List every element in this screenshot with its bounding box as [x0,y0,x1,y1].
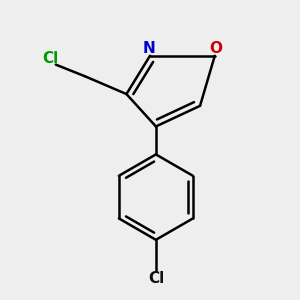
Text: O: O [210,41,223,56]
Text: Cl: Cl [42,51,58,66]
Text: N: N [142,41,155,56]
Text: Cl: Cl [148,271,164,286]
